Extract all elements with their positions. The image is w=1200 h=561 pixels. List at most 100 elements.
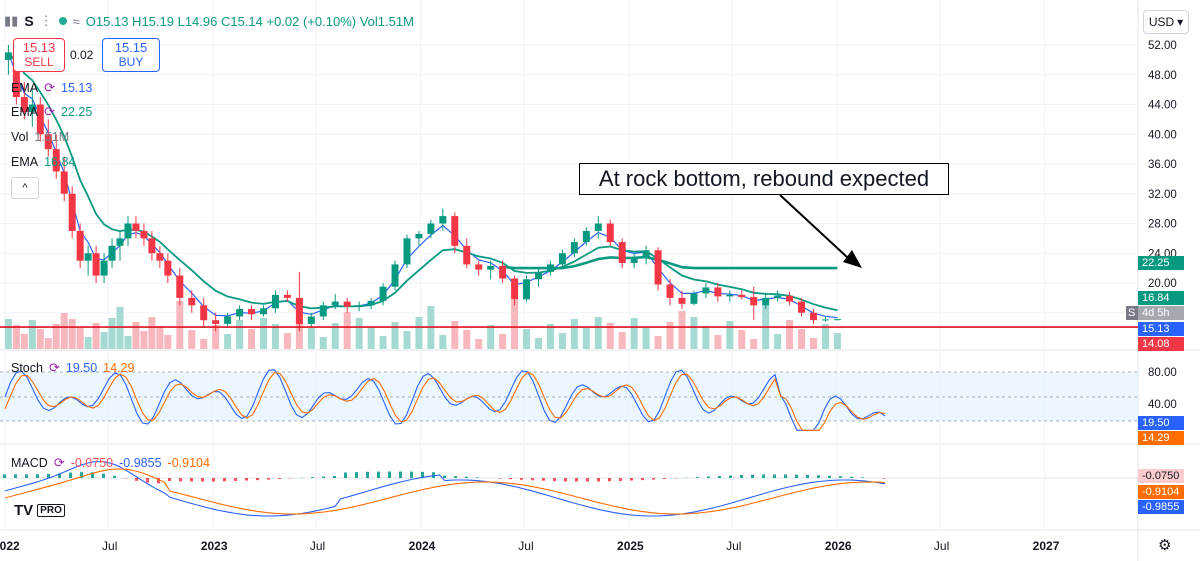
macd-histogram-bar bbox=[91, 472, 94, 478]
macd-histogram-bar bbox=[421, 471, 424, 478]
stoch-name: Stoch bbox=[11, 361, 43, 375]
indicator-row[interactable]: EMA 16.84 bbox=[11, 154, 75, 170]
volume-bar bbox=[463, 330, 471, 349]
candle-body bbox=[630, 256, 638, 263]
macd-histogram-bar bbox=[311, 477, 314, 478]
volume-bar bbox=[188, 330, 196, 349]
candle-body bbox=[307, 316, 315, 324]
macd-histogram-bar bbox=[839, 476, 842, 478]
ohlc-values: O15.13 H15.19 L14.96 C15.14 +0.02 (+0.10… bbox=[85, 13, 414, 29]
volume-bar bbox=[821, 324, 829, 349]
price-tag-ema-long: 22.25 bbox=[1138, 256, 1184, 270]
candle-body bbox=[618, 242, 626, 263]
annotation-arrowhead bbox=[843, 250, 862, 268]
volume-bar bbox=[487, 325, 495, 349]
volume-bar bbox=[546, 324, 554, 349]
macd-histogram-bar bbox=[47, 473, 50, 478]
settings-cycle-icon[interactable]: ⟳ bbox=[44, 80, 55, 95]
volume-bar bbox=[451, 321, 459, 349]
volume-bar bbox=[403, 331, 411, 349]
buy-price: 15.15 bbox=[114, 40, 148, 55]
price-tick-label: 48.00 bbox=[1148, 70, 1177, 82]
indicator-row[interactable]: EMA ⟳ 15.13 bbox=[11, 80, 92, 96]
volume-bar bbox=[116, 307, 124, 349]
macd-signal-line bbox=[4, 468, 886, 515]
volume-bar bbox=[248, 329, 256, 349]
candle-body bbox=[319, 305, 327, 317]
time-tick-label: Jul bbox=[102, 539, 117, 553]
macd-histogram-bar bbox=[245, 478, 248, 481]
macd-histogram-bar bbox=[641, 478, 644, 481]
volume-bar bbox=[164, 335, 172, 349]
volume-bar bbox=[68, 319, 76, 349]
candle-body bbox=[463, 245, 471, 265]
volume-bar bbox=[750, 339, 758, 349]
volume-bar bbox=[343, 312, 351, 349]
spread-value: 0.02 bbox=[70, 48, 94, 62]
candle-body bbox=[44, 134, 52, 150]
candle-body bbox=[224, 316, 232, 324]
stoch-legend[interactable]: Stoch ⟳ 19.50 14.29 bbox=[11, 360, 134, 376]
volume-bar bbox=[798, 329, 806, 349]
more-icon[interactable]: ⋮ bbox=[39, 13, 53, 28]
indicator-row[interactable]: EMA ⟳ 22.25 bbox=[11, 104, 92, 120]
macd-histogram-bar bbox=[729, 475, 732, 478]
symbol-name[interactable]: S bbox=[24, 13, 34, 29]
macd-tag-macd: -0.9855 bbox=[1138, 500, 1184, 514]
macd-histogram-bar bbox=[520, 478, 523, 480]
macd-tag-signal: -0.9104 bbox=[1138, 485, 1184, 499]
candle-body bbox=[164, 260, 172, 276]
candle-body bbox=[535, 271, 543, 280]
volume-bar bbox=[439, 335, 447, 349]
time-tick-label: 2027 bbox=[1033, 539, 1060, 553]
volume-bar bbox=[295, 319, 303, 349]
volume-bar bbox=[511, 300, 519, 349]
macd-histogram-bar bbox=[377, 471, 380, 478]
settings-cycle-icon[interactable]: ⟳ bbox=[48, 360, 60, 375]
stoch-d-value: 14.29 bbox=[103, 361, 135, 375]
indicator-row[interactable]: Vol 1.51M bbox=[11, 129, 69, 145]
macd-histogram-bar bbox=[58, 473, 61, 478]
price-tag-symbol: S bbox=[1126, 306, 1138, 320]
candle-body bbox=[271, 294, 279, 309]
volume-bar bbox=[499, 334, 507, 349]
sell-button[interactable]: 15.13 SELL bbox=[13, 38, 65, 72]
macd-histogram-bar bbox=[399, 471, 402, 478]
candle-body bbox=[833, 319, 841, 321]
currency-selector[interactable]: USD ▾ bbox=[1143, 10, 1189, 34]
gear-icon[interactable]: ⚙ bbox=[1158, 537, 1172, 554]
volume-bar bbox=[84, 337, 92, 349]
volume-bar bbox=[176, 301, 184, 349]
settings-cycle-icon[interactable]: ⟳ bbox=[53, 455, 65, 470]
candle-body bbox=[343, 301, 351, 307]
macd-histogram-bar bbox=[157, 478, 160, 484]
candle-body bbox=[690, 293, 698, 304]
macd-histogram-bar bbox=[652, 478, 655, 480]
candle-body bbox=[654, 250, 662, 285]
collapse-legend-button[interactable]: ^ bbox=[11, 177, 39, 199]
candle-body bbox=[236, 309, 244, 317]
buy-button[interactable]: 15.15 BUY bbox=[102, 38, 160, 72]
macd-histogram-bar bbox=[707, 476, 710, 478]
volume-bar bbox=[92, 323, 100, 349]
macd-histogram-bar bbox=[25, 474, 28, 478]
candle-body bbox=[188, 297, 196, 306]
macd-histogram-bar bbox=[883, 478, 886, 479]
logo-mark: TV bbox=[14, 502, 34, 519]
candle-body bbox=[36, 104, 44, 135]
settings-cycle-icon[interactable]: ⟳ bbox=[44, 104, 55, 119]
candle-body bbox=[295, 297, 303, 324]
volume-bar bbox=[786, 320, 794, 349]
candle-body bbox=[582, 230, 590, 243]
macd-histogram-bar bbox=[597, 478, 600, 482]
macd-histogram-bar bbox=[806, 474, 809, 478]
macd-histogram-bar bbox=[773, 474, 776, 478]
volume-bar bbox=[367, 327, 375, 349]
bars-icon[interactable]: ▮▮ bbox=[4, 13, 19, 28]
macd-legend[interactable]: MACD ⟳ -0.0750 -0.9855 -0.9104 bbox=[11, 455, 210, 471]
annotation-callout[interactable]: At rock bottom, rebound expected bbox=[579, 163, 949, 195]
macd-histogram-bar bbox=[14, 474, 17, 478]
stoch-tag-d: 14.29 bbox=[1138, 431, 1184, 445]
volume-bar bbox=[738, 330, 746, 349]
